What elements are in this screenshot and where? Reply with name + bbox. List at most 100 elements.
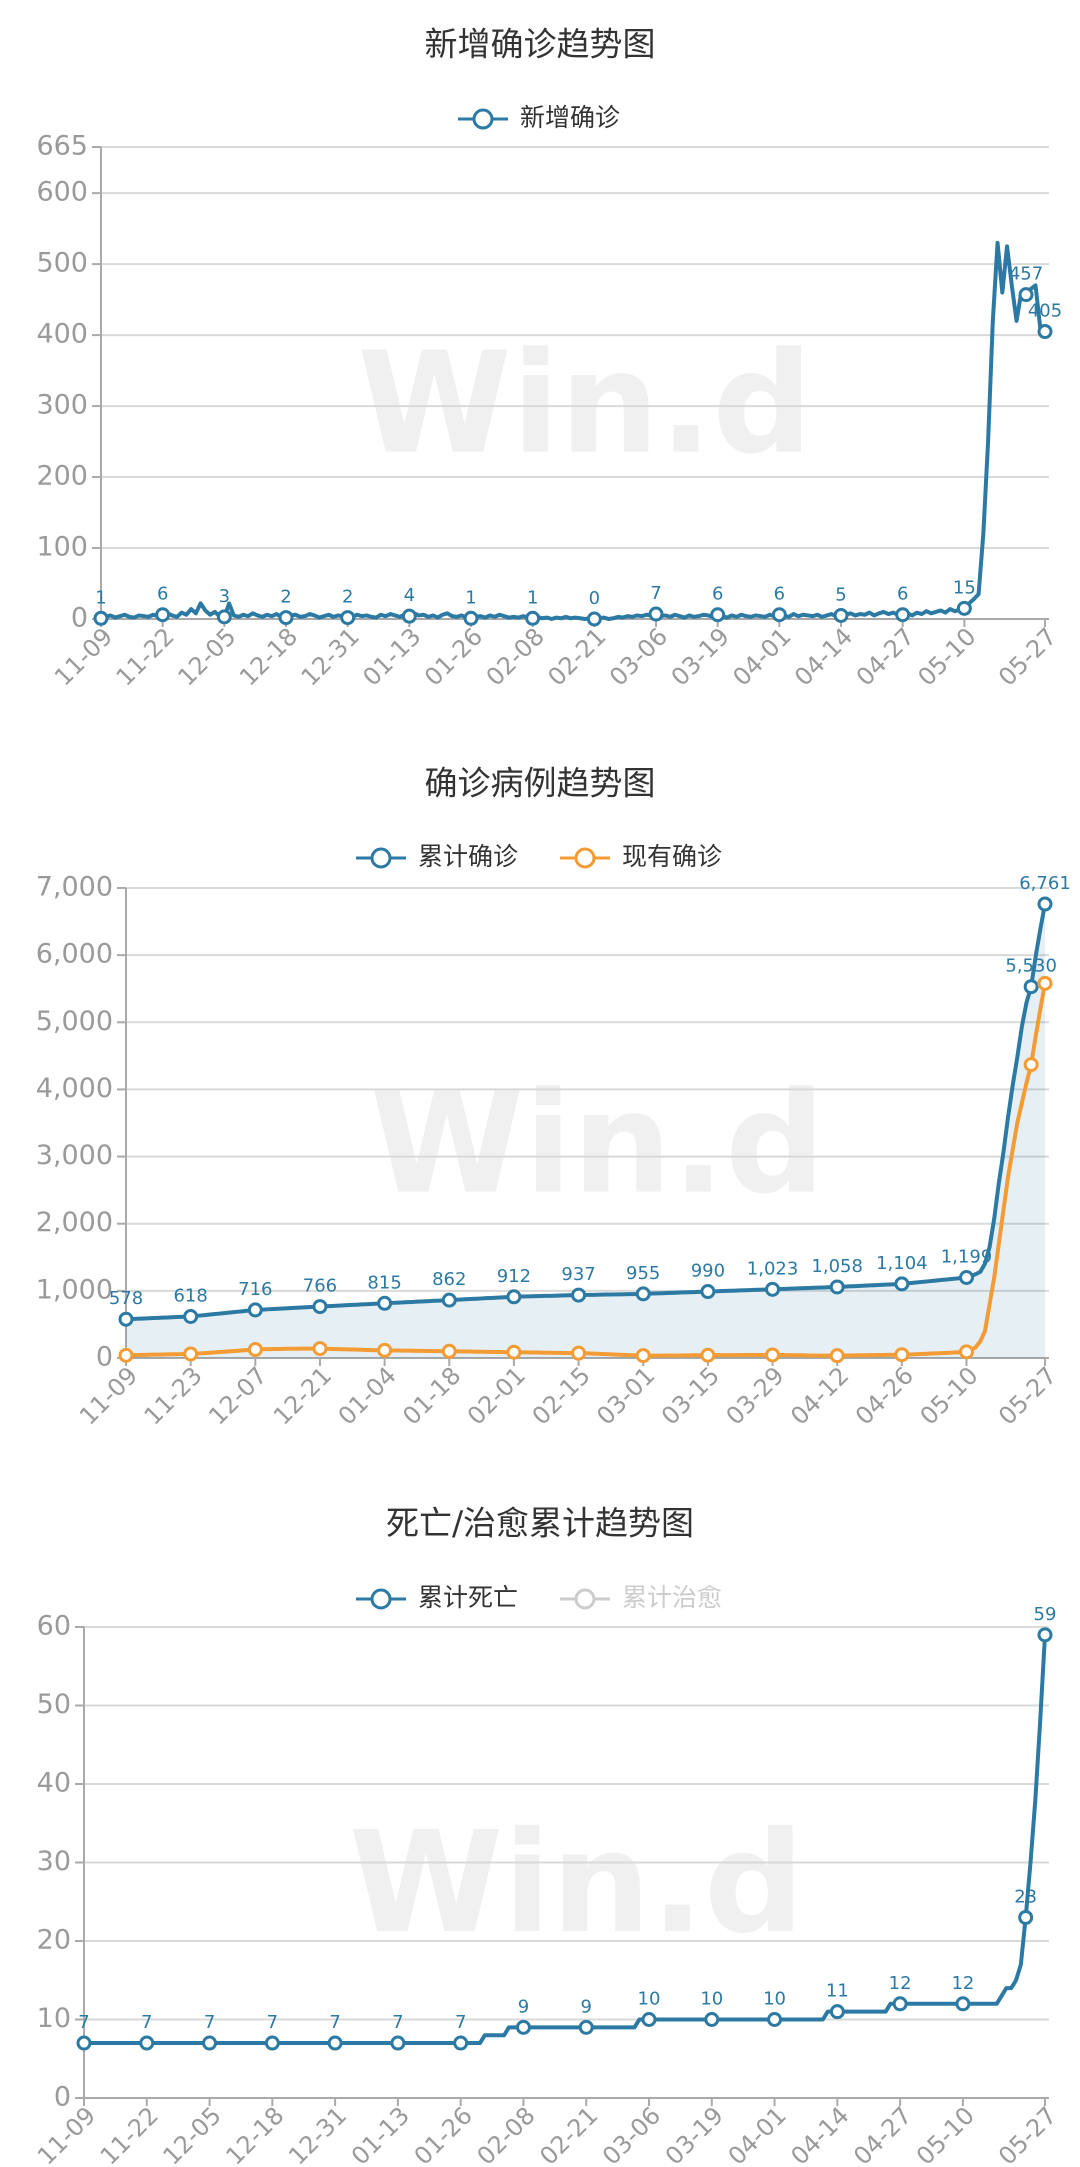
x-tick-label: 12-05 [172, 622, 241, 691]
point [833, 607, 849, 623]
point [93, 610, 109, 626]
x-tick-label: 01-26 [409, 2101, 478, 2167]
x-tick-label: 05-27 [993, 1361, 1062, 1430]
y-tick-label: 7,000 [36, 872, 113, 903]
legend-label: 累计死亡 [418, 1583, 518, 1612]
data-label: 4 [404, 585, 415, 606]
data-label: 7 [455, 2012, 466, 2033]
x-tick-label: 12-18 [234, 622, 303, 691]
chart-title: 确诊病例趋势图 [425, 764, 656, 803]
data-label: 59 [1034, 1604, 1057, 1625]
data-label: 457 [1009, 264, 1043, 285]
point [463, 610, 479, 626]
x-tick-label: 01-13 [346, 2101, 415, 2167]
x-tick-label: 12-07 [203, 1361, 272, 1430]
y-tick-label: 200 [36, 461, 88, 492]
point [578, 2019, 594, 2035]
data-label: 6 [712, 584, 723, 605]
x-tick-label: 02-01 [462, 1361, 531, 1430]
y-tick-label: 300 [36, 390, 88, 421]
x-tick-label: 04-01 [723, 2101, 792, 2167]
data-label: 990 [691, 1261, 725, 1282]
line [100, 240, 1047, 621]
x-tick-label: 05-27 [993, 622, 1062, 691]
chart-title: 新增确诊趋势图 [425, 25, 656, 64]
y-tick-label: 4,000 [36, 1073, 113, 1104]
y-tick-label: 1,000 [36, 1274, 113, 1305]
point [1023, 1057, 1039, 1073]
legend-symbol [370, 847, 392, 869]
data-label: 405 [1028, 301, 1062, 322]
x-tick-label: 11-23 [139, 1361, 208, 1430]
point [139, 2035, 155, 2051]
data-label: 9 [518, 1996, 529, 2017]
point [327, 2035, 343, 2051]
point [829, 2004, 845, 2020]
y-tick-label: 20 [37, 1925, 71, 1956]
data-label: 1,023 [747, 1258, 799, 1279]
point [704, 2012, 720, 2027]
x-tick-label: 03-06 [597, 2101, 666, 2167]
data-label: 15 [953, 577, 976, 598]
y-tick-label: 2,000 [36, 1207, 113, 1238]
legend-symbol [472, 108, 494, 130]
data-label: 716 [238, 1279, 272, 1300]
x-tick-label: 12-31 [283, 2101, 352, 2167]
point [441, 1343, 457, 1359]
point [710, 607, 726, 623]
y-tick-label: 665 [36, 131, 88, 162]
point [1018, 287, 1034, 303]
legend-symbol [370, 1588, 392, 1610]
point [958, 1269, 974, 1285]
point [829, 1348, 845, 1364]
y-tick-label: 400 [36, 319, 88, 350]
data-label: 1 [95, 587, 106, 608]
point [955, 1996, 971, 2012]
x-tick-label: 03-06 [604, 622, 673, 691]
point [441, 1292, 457, 1308]
point [1037, 975, 1053, 991]
x-tick-label: 01-26 [419, 622, 488, 691]
x-tick-label: 04-14 [785, 2101, 854, 2167]
watermark: Win.d [357, 323, 812, 486]
point [377, 1295, 393, 1311]
y-tick-label: 0 [71, 603, 88, 634]
data-label: 10 [638, 1989, 661, 2010]
data-label: 1,104 [876, 1253, 928, 1274]
data-label: 815 [367, 1272, 401, 1293]
data-label: 7 [141, 2012, 152, 2033]
point [202, 2035, 218, 2051]
x-tick-label: 04-27 [848, 2101, 917, 2167]
x-tick-label: 05-27 [993, 2101, 1062, 2167]
point [118, 1311, 134, 1327]
x-tick-label: 11-22 [111, 622, 180, 691]
x-tick-label: 02-08 [481, 622, 550, 691]
x-tick-label: 03-15 [656, 1361, 725, 1430]
x-tick-label: 05-10 [915, 1361, 984, 1430]
x-tick-label: 03-29 [721, 1361, 790, 1430]
data-label: 6 [774, 584, 785, 605]
x-tick-label: 12-21 [268, 1361, 337, 1430]
x-tick-label: 05-10 [911, 2101, 980, 2167]
data-label: 7 [650, 583, 661, 604]
point [377, 1342, 393, 1358]
x-tick-label: 03-19 [660, 2101, 729, 2167]
y-tick-label: 3,000 [36, 1140, 113, 1171]
legend-symbol [574, 847, 596, 869]
x-tick-label: 01-13 [357, 622, 426, 691]
point [641, 2012, 657, 2027]
x-tick-label: 01-04 [333, 1361, 402, 1430]
x-tick-label: 02-21 [534, 2101, 603, 2167]
data-label: 5 [835, 584, 846, 605]
x-tick-label: 02-15 [527, 1361, 596, 1430]
point [892, 1996, 908, 2012]
legend-label: 新增确诊 [520, 103, 620, 132]
data-label: 862 [432, 1269, 466, 1290]
point [829, 1279, 845, 1295]
x-tick-label: 12-31 [296, 622, 365, 691]
data-label: 10 [700, 1989, 723, 2010]
data-label: 12 [951, 1973, 974, 1994]
point [118, 1347, 134, 1363]
legend-label: 累计治愈 [622, 1583, 722, 1612]
